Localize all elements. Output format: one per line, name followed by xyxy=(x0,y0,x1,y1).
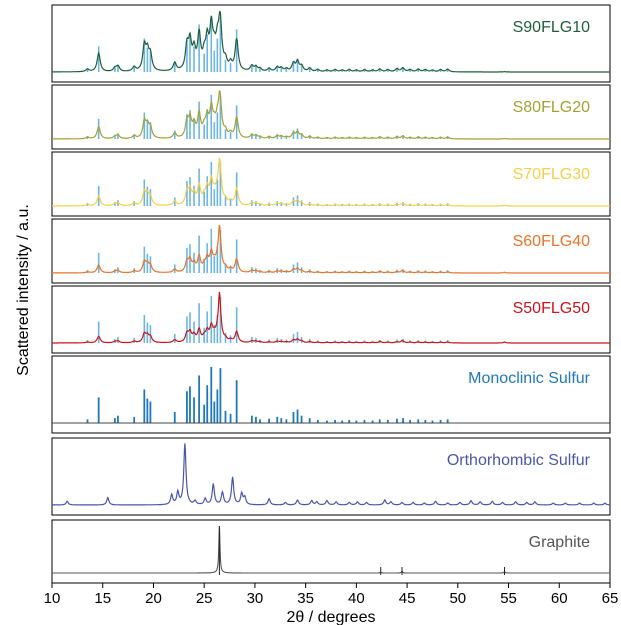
y-axis-label: Scattered intensity / a.u. xyxy=(15,204,32,376)
composite-trace xyxy=(52,291,610,344)
panel-frame xyxy=(51,519,611,584)
series-label: S80FLG20 xyxy=(513,99,590,116)
series-label: S50FLG50 xyxy=(513,300,590,317)
orthorhombic-trace xyxy=(52,443,611,506)
panel-s50flg50: S50FLG50 xyxy=(51,285,611,354)
x-tick-label: 65 xyxy=(602,590,619,607)
x-tick-label: 25 xyxy=(196,590,213,607)
x-tick-label: 15 xyxy=(94,590,111,607)
series-label: Monoclinic Sulfur xyxy=(468,370,591,387)
series-label: Orthorhombic Sulfur xyxy=(447,452,591,469)
panel-frame xyxy=(51,84,611,150)
x-axis-label: 2θ / degrees xyxy=(287,609,376,625)
composite-trace xyxy=(52,157,610,207)
panel-graphite: Graphite xyxy=(51,519,611,584)
panel-frame xyxy=(51,4,611,83)
x-tick-label: 10 xyxy=(44,590,61,607)
x-axis: 10 15 20 25 30 35 40 45 50 55 60 65 xyxy=(44,583,619,607)
composite-trace xyxy=(52,90,610,140)
panel-s90flg10: S90FLG10 xyxy=(51,4,611,83)
panel-s80flg20: S80FLG20 xyxy=(51,84,611,150)
panel-frame xyxy=(51,151,611,217)
panel-s60flg40: S60FLG40 xyxy=(51,218,611,284)
panel-frame xyxy=(51,437,611,516)
x-tick-label: 30 xyxy=(247,590,264,607)
panel-frame xyxy=(51,355,611,434)
panel-orthorhombic-sulfur: Orthorhombic Sulfur xyxy=(51,437,611,516)
x-tick-label: 20 xyxy=(145,590,162,607)
composite-trace xyxy=(52,224,610,274)
graphite-trace xyxy=(52,525,610,574)
series-label: S70FLG30 xyxy=(513,166,590,183)
panel-frame xyxy=(51,285,611,354)
series-label: Graphite xyxy=(529,534,590,551)
x-tick-label: 55 xyxy=(500,590,517,607)
panel-s70flg30: S70FLG30 xyxy=(51,151,611,217)
x-tick-label: 35 xyxy=(297,590,314,607)
x-tick-label: 45 xyxy=(399,590,416,607)
series-label: S90FLG10 xyxy=(513,19,590,36)
panel-monoclinic-sulfur: Monoclinic Sulfur xyxy=(51,355,611,434)
composite-trace xyxy=(52,10,610,73)
x-tick-label: 50 xyxy=(449,590,466,607)
panel-frame xyxy=(51,218,611,284)
x-tick-label: 40 xyxy=(348,590,365,607)
x-tick-label: 60 xyxy=(551,590,568,607)
series-label: S60FLG40 xyxy=(513,233,590,250)
panels-group: S90FLG10 S80FLG20 S70FLG30 S60FLG40 S50FLG50… xyxy=(51,4,611,584)
